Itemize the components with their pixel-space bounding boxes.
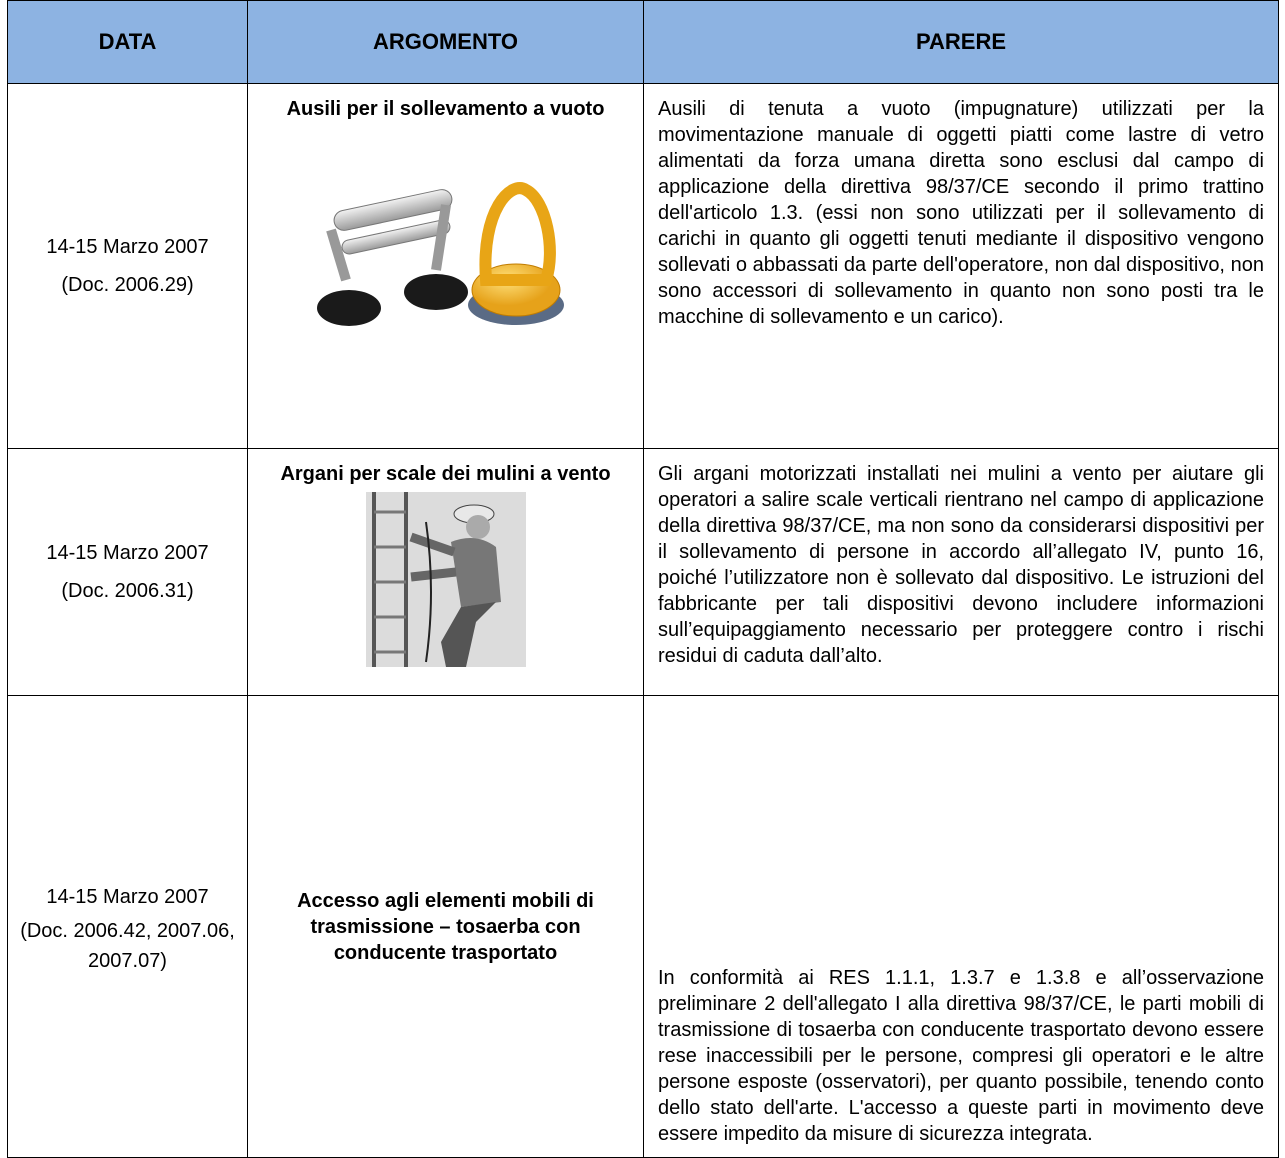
- row: 14-15 Marzo 2007 (Doc. 2006.42, 2007.06, …: [7, 695, 1279, 1158]
- date: 14-15 Marzo 2007: [46, 885, 209, 908]
- header-cell: DATA: [7, 0, 248, 84]
- opinion-cell: Ausili di tenuta a vuoto (impugnature) u…: [643, 83, 1279, 449]
- row: 14-15 Marzo 2007 (Doc. 2006.31) Argani pe…: [7, 448, 1279, 696]
- topic: Ausili per il sollevamento a vuoto: [286, 98, 605, 120]
- doc-ref: (Doc. 2006.29): [61, 274, 194, 296]
- suction-lifter-image: [316, 182, 564, 326]
- row: 14-15 Marzo 2007 (Doc. 2006.29) Ausili pe…: [7, 83, 1279, 449]
- topic: Accesso agli elementi mobili di trasmiss…: [297, 889, 594, 964]
- opinion-cell: In conformità ai RES 1.1.1, 1.3.7 e 1.3.…: [643, 695, 1279, 1158]
- date: 14-15 Marzo 2007: [46, 542, 209, 564]
- topic-cell: Ausili per il sollevamento a vuoto: [247, 83, 644, 449]
- date: 14-15 Marzo 2007: [46, 236, 209, 258]
- header-cell: PARERE: [643, 0, 1279, 84]
- date-cell: 14-15 Marzo 2007 (Doc. 2006.42, 2007.06, …: [7, 695, 248, 1158]
- topic-cell: Argani per scale dei mulini a vento: [247, 448, 644, 696]
- date-cell: 14-15 Marzo 2007 (Doc. 2006.31): [7, 448, 248, 696]
- doc-ref: (Doc. 2006.42, 2007.06, 2007.07): [20, 919, 235, 972]
- ladder-worker-image: [365, 492, 526, 667]
- topic: Argani per scale dei mulini a vento: [280, 463, 611, 485]
- doc-ref: (Doc. 2006.31): [61, 580, 194, 602]
- date-cell: 14-15 Marzo 2007 (Doc. 2006.29): [7, 83, 248, 449]
- opinion-cell: Gli argani motorizzati installati nei mu…: [643, 448, 1279, 696]
- header-row: DATA ARGOMENTO PARERE: [7, 0, 1279, 84]
- topic-cell: Accesso agli elementi mobili di trasmiss…: [247, 695, 644, 1158]
- opinions-table: DATA ARGOMENTO PARERE 14-15 Marzo 2007 (D…: [7, 0, 1279, 1158]
- header-cell: ARGOMENTO: [247, 0, 644, 84]
